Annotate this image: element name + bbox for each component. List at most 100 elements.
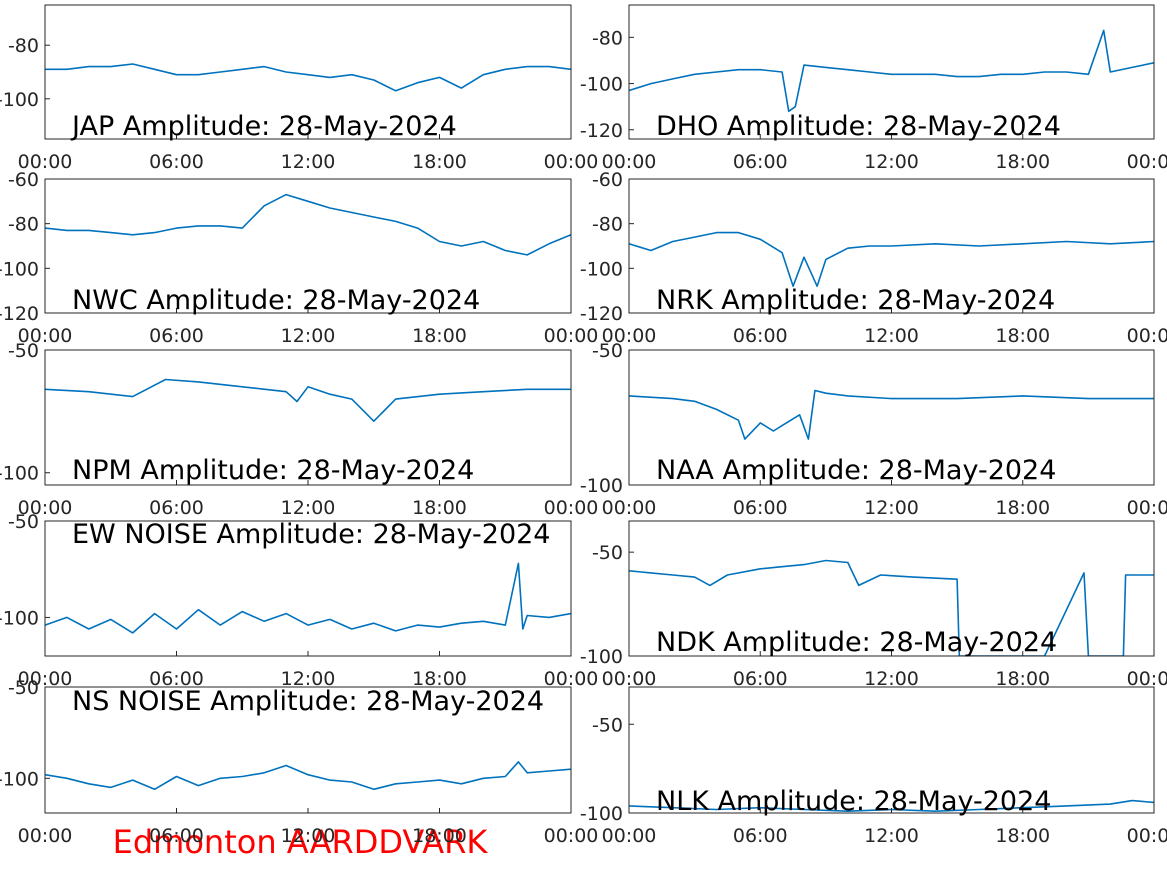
y-tick-label: -80 (592, 27, 623, 49)
x-tick-label: 00:00 (18, 825, 73, 847)
panel-title: JAP Amplitude: 28-May-2024 (70, 111, 457, 142)
x-tick-label: 06:00 (733, 151, 788, 173)
x-tick-label: 06:00 (149, 497, 204, 519)
y-tick-label: -80 (8, 35, 39, 57)
y-tick-label: -50 (592, 340, 623, 362)
panel-title: EW NOISE Amplitude: 28-May-2024 (72, 519, 550, 550)
x-tick-label: 06:00 (733, 325, 788, 347)
x-tick-label: 00:00 (1127, 825, 1167, 847)
y-tick-label: -100 (580, 74, 623, 96)
x-tick-label: 12:00 (281, 497, 336, 519)
x-tick-label: 00:00 (602, 325, 657, 347)
x-tick-label: 18:00 (995, 668, 1050, 690)
y-tick-label: -50 (8, 340, 39, 362)
y-tick-label: -100 (0, 258, 39, 280)
x-tick-label: 12:00 (864, 668, 919, 690)
x-tick-label: 06:00 (149, 668, 204, 690)
x-tick-label: 00:00 (1127, 497, 1167, 519)
y-tick-label: -100 (0, 463, 39, 485)
y-tick-label: -80 (8, 214, 39, 236)
panel: 00:00 06:00 12:00 18:00 00:00 -50 -100 EW NOISE… (0, 511, 598, 690)
x-tick-label: 06:00 (733, 497, 788, 519)
y-tick-label: -60 (8, 169, 39, 191)
x-tick-label: 12:00 (281, 825, 336, 847)
y-tick-label: -50 (8, 511, 39, 533)
x-tick-label: 18:00 (995, 151, 1050, 173)
x-tick-label: 00:00 (18, 325, 73, 347)
panel-title: DHO Amplitude: 28-May-2024 (656, 111, 1061, 142)
x-tick-label: 18:00 (995, 497, 1050, 519)
amplitude-line (629, 799, 1154, 812)
y-tick-label: -50 (592, 714, 623, 736)
y-tick-label: -50 (592, 542, 623, 564)
x-tick-label: 18:00 (995, 325, 1050, 347)
amplitude-line (45, 63, 571, 92)
x-tick-label: 00:00 (544, 825, 599, 847)
panel: 00:00 06:00 12:00 18:00 00:00 -60 -80 -100 -120 N… (580, 169, 1167, 347)
x-tick-label: 00:00 (1127, 151, 1167, 173)
panel: 00:00 06:00 12:00 18:00 00:00 -50 -100 NAA Ampl… (580, 340, 1167, 519)
x-tick-label: 12:00 (864, 325, 919, 347)
x-tick-label: 18:00 (412, 825, 467, 847)
panel-title: NLK Amplitude: 28-May-2024 (656, 786, 1051, 817)
x-tick-label: 00:00 (18, 668, 73, 690)
x-tick-label: 18:00 (995, 825, 1050, 847)
panel-title: NRK Amplitude: 28-May-2024 (656, 285, 1055, 316)
y-tick-label: -100 (580, 475, 623, 497)
x-tick-label: 00:00 (602, 151, 657, 173)
y-tick-label: -100 (580, 258, 623, 280)
y-tick-label: -100 (580, 646, 623, 668)
x-tick-label: 00:00 (544, 325, 599, 347)
x-tick-label: 12:00 (281, 151, 336, 173)
x-tick-label: 18:00 (412, 668, 467, 690)
x-tick-label: 06:00 (733, 668, 788, 690)
x-tick-label: 06:00 (149, 325, 204, 347)
x-tick-label: 00:00 (602, 497, 657, 519)
x-tick-label: 00:00 (18, 151, 73, 173)
amplitude-line (45, 562, 571, 634)
panel: 00:00 06:00 12:00 18:00 00:00 -60 -80 -100 -120 N… (0, 169, 598, 347)
panel-title: NAA Amplitude: 28-May-2024 (656, 455, 1056, 486)
y-tick-label: -50 (8, 677, 39, 699)
x-tick-label: 00:00 (544, 151, 599, 173)
x-tick-label: 12:00 (864, 497, 919, 519)
x-tick-label: 18:00 (412, 151, 467, 173)
x-tick-label: 18:00 (412, 325, 467, 347)
panel: 00:00 06:00 12:00 18:00 00:00 -50 -100 NLK Ampl… (580, 686, 1167, 847)
x-tick-label: 12:00 (281, 325, 336, 347)
x-tick-label: 06:00 (733, 825, 788, 847)
panel-title: NPM Amplitude: 28-May-2024 (72, 455, 474, 486)
y-tick-label: -100 (580, 803, 623, 825)
x-tick-label: 00:00 (1127, 668, 1167, 690)
panel: 00:00 06:00 12:00 18:00 00:00 -50 -100 NS NOISE… (0, 677, 598, 847)
panel-title: NDK Amplitude: 28-May-2024 (656, 627, 1057, 658)
y-tick-label: -120 (0, 303, 39, 325)
y-tick-label: -100 (0, 768, 39, 790)
amplitude-line (629, 559, 1154, 656)
y-tick-label: -100 (0, 607, 39, 629)
y-tick-label: -120 (580, 303, 623, 325)
x-tick-label: 12:00 (864, 151, 919, 173)
station-label: Edmonton AARDDVARK (113, 823, 489, 861)
x-tick-label: 12:00 (864, 825, 919, 847)
x-tick-label: 12:00 (281, 668, 336, 690)
amplitude-line (45, 761, 571, 791)
x-tick-label: 06:00 (149, 151, 204, 173)
amplitude-line (45, 193, 571, 256)
x-tick-label: 00:00 (544, 668, 599, 690)
panel: 00:00 06:00 12:00 18:00 00:00 -80 -100 -120 DHO … (580, 4, 1167, 173)
panel-title: NS NOISE Amplitude: 28-May-2024 (72, 686, 544, 717)
amplitude-line (629, 231, 1154, 287)
x-tick-label: 00:00 (602, 825, 657, 847)
panel: 00:00 06:00 12:00 18:00 00:00 -80 -100 JAP Ampl… (0, 4, 599, 173)
amplitude-line (629, 29, 1154, 113)
panel: 00:00 06:00 12:00 18:00 00:00 -50 -100 NPM Ampl… (0, 340, 598, 519)
x-tick-label: 00:00 (544, 497, 599, 519)
x-tick-label: 18:00 (412, 497, 467, 519)
y-tick-label: -100 (0, 89, 39, 111)
x-tick-label: 00:00 (602, 668, 657, 690)
y-tick-label: -60 (592, 169, 623, 191)
amplitude-line (45, 378, 571, 422)
x-tick-label: 00:00 (1127, 325, 1167, 347)
